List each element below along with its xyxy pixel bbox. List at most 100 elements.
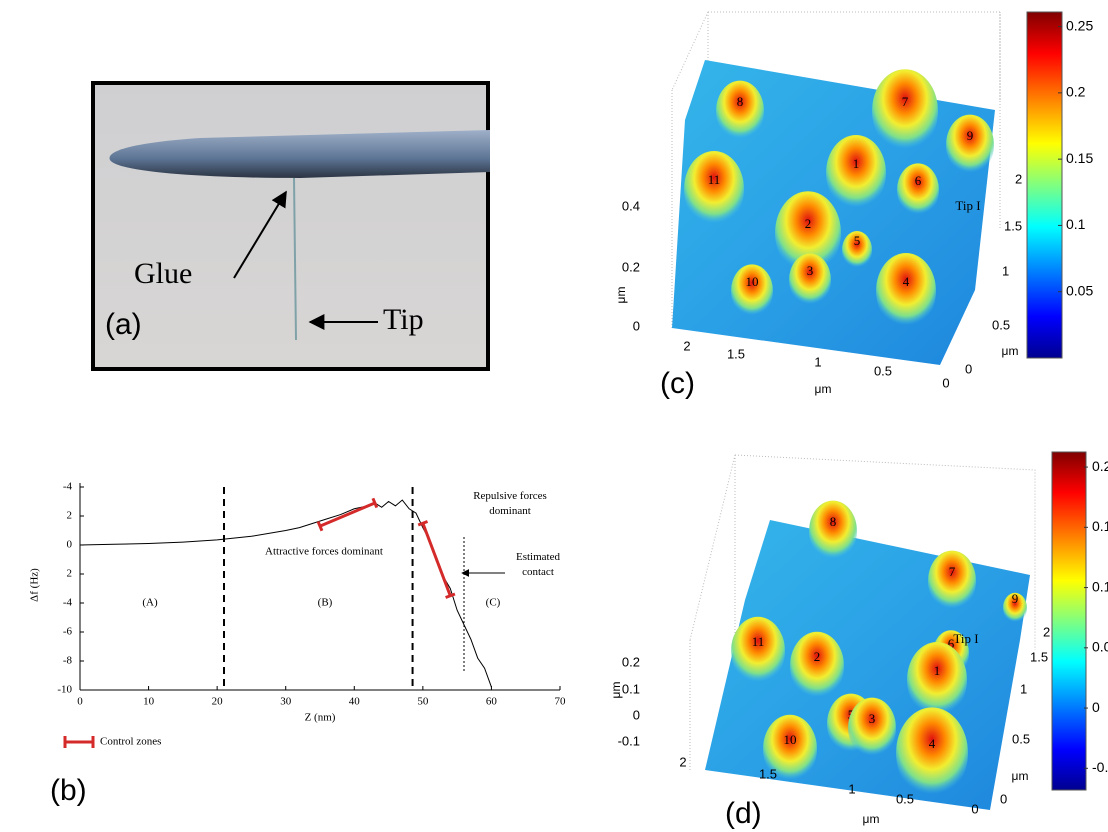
peak — [842, 231, 872, 269]
axis-tick-label: 0.5 — [1012, 731, 1030, 746]
axis-tick-label: 0 — [1000, 791, 1007, 806]
axis-tick-label: -0.1 — [618, 733, 640, 748]
panel-label: (d) — [725, 797, 762, 830]
x-tick-label: 10 — [143, 696, 155, 708]
peak-label: 7 — [949, 564, 956, 579]
zone-label: (A) — [142, 597, 158, 609]
colorbar-tick-label: 0.15 — [1066, 150, 1093, 166]
x-tick-label: 60 — [486, 696, 498, 708]
colorbar-tick-label: 0.2 — [1066, 84, 1086, 100]
peak-label: 7 — [902, 94, 909, 109]
y-tick-label: 2 — [67, 568, 73, 580]
axis-tick-label: 1.5 — [759, 766, 777, 781]
axis-unit: μm — [609, 682, 623, 699]
peak — [896, 707, 968, 799]
peak — [907, 642, 967, 718]
y-tick-label: -4 — [63, 481, 73, 493]
peak-label: 1 — [853, 156, 860, 171]
colorbar-tick-label: 0.05 — [1066, 282, 1093, 298]
x-axis-title: Z (nm) — [305, 712, 336, 724]
x-tick-label: 20 — [212, 696, 224, 708]
peak — [790, 631, 844, 701]
x-tick-label: 70 — [555, 696, 567, 708]
y-tick-label: -8 — [63, 655, 73, 667]
colorbar-tick-label: 0.1 — [1092, 578, 1108, 594]
peak — [1003, 592, 1027, 624]
axis-tick-label: 0 — [942, 375, 949, 390]
zone-label: (B) — [318, 597, 333, 609]
panel-a: Glue Tip (a) — [91, 81, 490, 371]
x-tick-label: 0 — [77, 696, 83, 708]
axis-tick-label: 1 — [814, 354, 821, 369]
axis-tick-label: 0.5 — [896, 791, 914, 806]
peak — [928, 550, 976, 612]
colorbar-tick-label: -0.05 — [1092, 759, 1108, 775]
zone-label: (C) — [486, 597, 501, 609]
panel-label: (c) — [660, 367, 695, 400]
control-zone-cap — [316, 520, 324, 532]
photo-frame — [91, 81, 490, 371]
peak-label: 3 — [807, 263, 814, 278]
y-tick-label: 2 — [67, 510, 73, 522]
axis-tick-label: 2 — [683, 338, 690, 353]
peak-label: 9 — [1012, 591, 1019, 606]
peak-label: 10 — [784, 732, 797, 747]
x-tick-label: 50 — [417, 696, 429, 708]
peak-label: 4 — [903, 274, 910, 289]
peak-label: 11 — [752, 634, 765, 649]
y-tick-label: 0 — [67, 539, 73, 551]
glue-arrow — [233, 190, 287, 279]
peak-label: 3 — [869, 711, 876, 726]
legend-label: Control zones — [100, 736, 161, 748]
axis-tick-label: 1 — [848, 781, 855, 796]
peak — [897, 163, 939, 217]
peak-label: 1 — [934, 663, 941, 678]
peak — [775, 191, 841, 275]
axis-unit: μm — [1002, 344, 1019, 358]
axis-tick-label: 0.1 — [622, 681, 640, 696]
peak-label: 8 — [830, 514, 837, 529]
peak — [809, 500, 857, 562]
axis-tick-label: 1 — [1002, 263, 1009, 278]
peak — [716, 80, 764, 142]
colorbar-tick-label: 0.25 — [1066, 17, 1093, 33]
control-zone — [421, 522, 452, 597]
glue-label: Glue — [134, 257, 192, 290]
axis-tick-label: 1.5 — [1004, 218, 1022, 233]
axis-unit: μm — [1012, 769, 1029, 783]
axis-tick-label: 1.5 — [727, 346, 745, 361]
peak-label: 6 — [948, 636, 955, 651]
axis-unit: μm — [863, 812, 880, 826]
cantilever — [109, 130, 490, 178]
y-tick-label: -6 — [63, 626, 73, 638]
axis-unit: μm — [815, 382, 832, 396]
tip-fiber — [293, 177, 297, 341]
axis-unit: μm — [614, 287, 628, 304]
axis-tick-label: 0 — [633, 318, 640, 333]
data-line — [79, 499, 492, 688]
wireframe — [689, 454, 1036, 770]
tip-label: Tip — [383, 303, 424, 336]
colorbar — [1051, 451, 1087, 791]
axis-tick-label: 2 — [679, 754, 686, 769]
panel-label: (b) — [50, 774, 87, 807]
panel-d-surface — [689, 454, 1036, 770]
peaks: 1 2 3 4 5 6 7 8 9 10 11 — [684, 69, 994, 329]
peak — [872, 69, 938, 153]
colorbar-tick-label: 0.05 — [1092, 639, 1108, 655]
axis-tick-label: 0.4 — [622, 198, 640, 213]
peak — [876, 253, 936, 329]
axis-tick-label: 2 — [1015, 171, 1022, 186]
tip-label: Tip I — [955, 198, 980, 213]
annotation: Attractive forces dominant — [265, 546, 383, 558]
colorbar-tick-label: 0.2 — [1092, 458, 1108, 474]
peak-label: 2 — [814, 649, 821, 664]
tip-label: Tip I — [953, 631, 978, 646]
panel-label: (a) — [105, 308, 142, 341]
control-zone-cap — [371, 497, 379, 509]
axis-tick-label: 0 — [965, 361, 972, 376]
control-zone-cap — [445, 592, 456, 599]
peak — [826, 135, 886, 211]
peak — [946, 114, 994, 176]
